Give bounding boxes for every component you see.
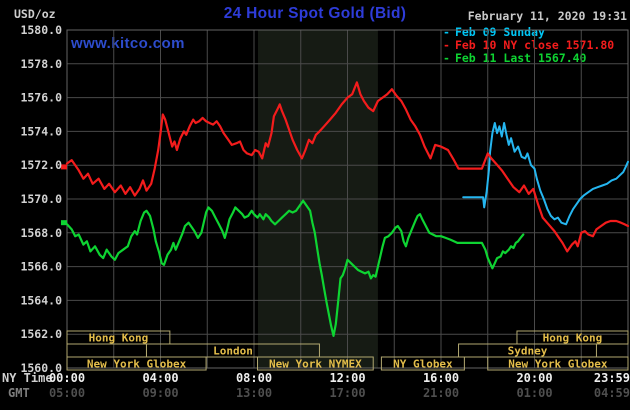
kitco-watermark-link[interactable]: www.kitco.com bbox=[71, 35, 185, 52]
y-tick-label: 1576.0 bbox=[20, 91, 62, 105]
x-tick-label-gmt: 05:00 bbox=[49, 386, 85, 400]
series-feb-09-sunday bbox=[462, 122, 629, 226]
y-tick-label: 1564.0 bbox=[20, 293, 62, 307]
legend-item-label: Feb 09 Sunday bbox=[454, 25, 545, 39]
axis-edge-marker bbox=[61, 164, 67, 170]
session-bar-label: New York NYMEX bbox=[269, 358, 362, 371]
x-tick-label-ny: 08:00 bbox=[236, 371, 272, 385]
y-tick-label: 1566.0 bbox=[20, 260, 62, 274]
session-bar bbox=[66, 356, 207, 371]
x-tick-label-ny: 23:59 bbox=[594, 371, 630, 385]
gmt-axis-label: GMT bbox=[8, 386, 30, 400]
x-tick-label-ny: 00:00 bbox=[49, 371, 85, 385]
legend-item-feb09: - Feb 09 Sunday bbox=[443, 26, 614, 39]
legend-dash-icon: - bbox=[443, 51, 450, 65]
datetime-label: February 11, 2020 19:31 bbox=[467, 9, 627, 23]
x-tick-label-gmt: 01:00 bbox=[516, 386, 552, 400]
x-tick-label-gmt: 21:00 bbox=[423, 386, 459, 400]
x-tick-label-gmt: 17:00 bbox=[329, 386, 365, 400]
legend-dash-icon: - bbox=[443, 38, 450, 52]
y-tick-label: 1568.0 bbox=[20, 226, 62, 240]
session-bar-label: London bbox=[213, 345, 253, 358]
x-tick-label-ny: 04:00 bbox=[142, 371, 178, 385]
page-title: 24 Hour Spot Gold (Bid) bbox=[223, 5, 407, 22]
y-tick-label: 1570.0 bbox=[20, 192, 62, 206]
ny-time-axis-label: NY Time bbox=[2, 371, 53, 385]
y-tick-label: 1578.0 bbox=[20, 57, 62, 71]
session-bar-label: Hong Kong bbox=[89, 332, 149, 345]
session-bar-label: New York Globex bbox=[87, 358, 187, 371]
session-bar bbox=[380, 356, 465, 371]
session-bar-label: New York Globex bbox=[508, 358, 608, 371]
series-feb-10 bbox=[65, 81, 630, 253]
y-axis-unit-label: USD/oz bbox=[14, 7, 56, 21]
plot-border bbox=[66, 29, 629, 369]
x-tick-label-gmt: 13:00 bbox=[236, 386, 272, 400]
y-tick-label: 1580.0 bbox=[20, 23, 62, 37]
x-tick-label-ny: 20:00 bbox=[516, 371, 552, 385]
session-bar bbox=[487, 356, 629, 371]
axis-edge-marker bbox=[61, 220, 67, 226]
legend-dash-icon: - bbox=[443, 25, 450, 39]
x-tick-label-ny: 12:00 bbox=[329, 371, 365, 385]
session-bar-label: NY Globex bbox=[393, 358, 453, 371]
x-tick-label-ny: 16:00 bbox=[423, 371, 459, 385]
y-tick-label: 1574.0 bbox=[20, 124, 62, 138]
session-bar bbox=[257, 356, 374, 371]
y-tick-label: 1572.0 bbox=[20, 158, 62, 172]
y-tick-label: 1560.0 bbox=[20, 361, 62, 375]
y-tick-label: 1562.0 bbox=[20, 327, 62, 341]
session-bar-label: Sydney bbox=[508, 345, 548, 358]
session-bar-label: Hong Kong bbox=[543, 332, 603, 345]
session-bar bbox=[66, 343, 147, 358]
x-tick-label-gmt: 09:00 bbox=[142, 386, 178, 400]
series-feb-11 bbox=[65, 199, 525, 337]
x-tick-label-gmt: 04:59 bbox=[594, 386, 630, 400]
session-bar bbox=[145, 343, 320, 358]
